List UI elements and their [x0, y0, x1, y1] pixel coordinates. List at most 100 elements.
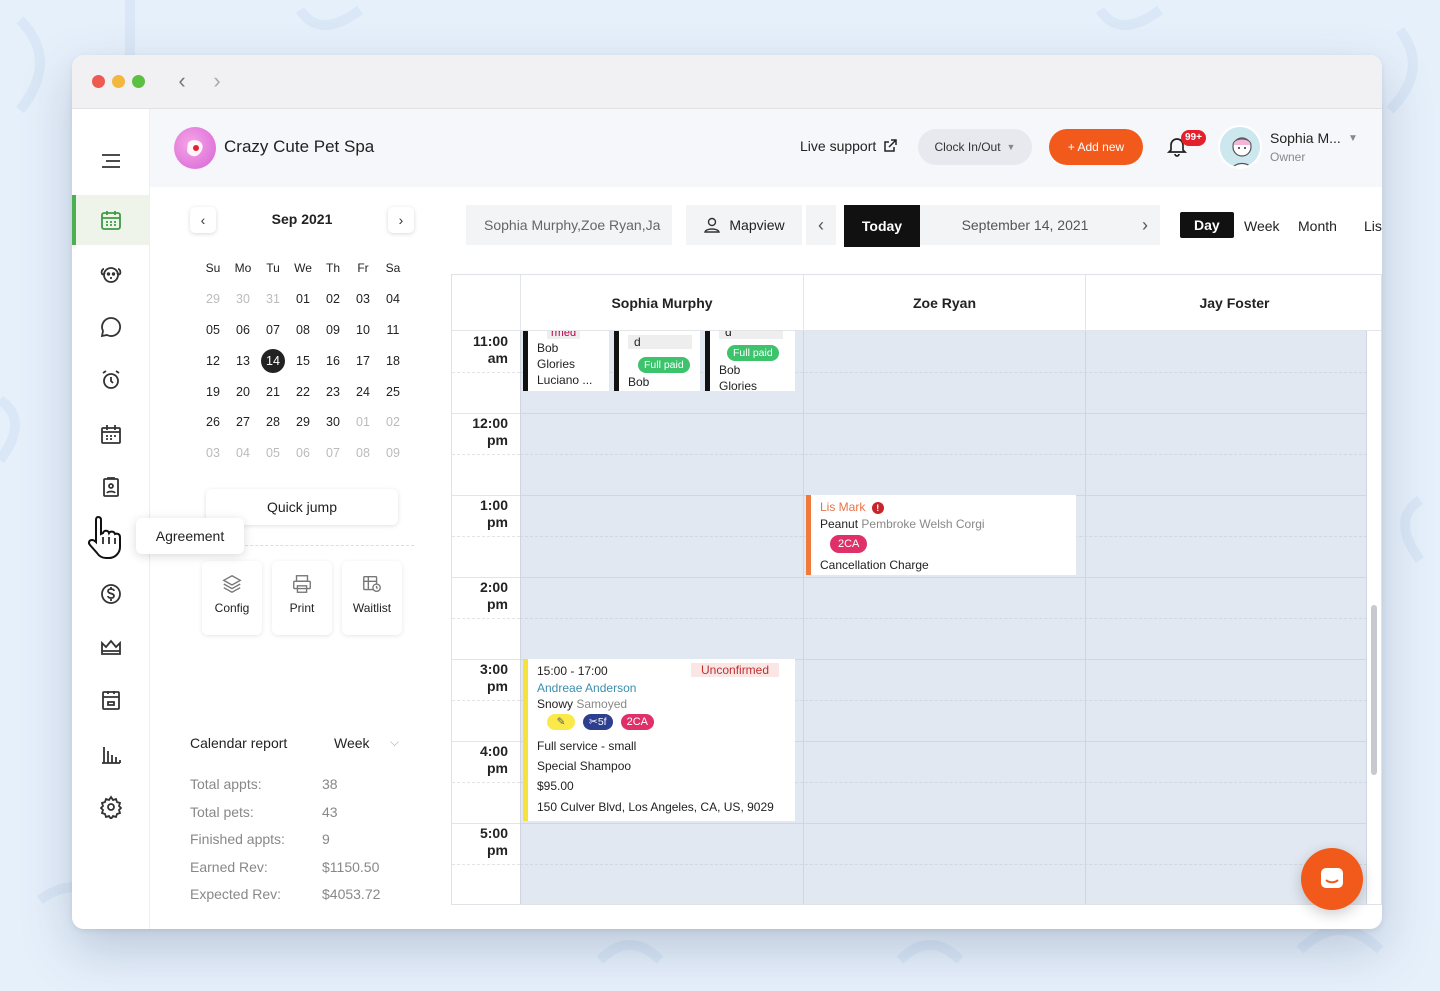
sidebar-item-schedule[interactable] [72, 409, 150, 459]
calendar-day[interactable]: 17 [356, 353, 370, 368]
calendar-day[interactable]: 19 [206, 384, 220, 399]
calendar-day[interactable]: 08 [356, 446, 370, 461]
calendar-day[interactable]: 14 [258, 348, 288, 373]
sidebar-item-reports[interactable] [72, 729, 150, 779]
calendar-day[interactable]: 29 [296, 415, 310, 430]
bell-icon[interactable] [1166, 135, 1188, 157]
sidebar-item-agreement[interactable] [72, 462, 150, 512]
calendar-day[interactable]: 02 [326, 292, 340, 307]
calendar-day[interactable]: 05 [266, 446, 280, 461]
calendar-grid[interactable]: rmed Bob Glories Luciano ... d Full paid… [520, 331, 1367, 904]
sidebar-item-calendar[interactable] [72, 195, 150, 245]
calendar-day[interactable]: 12 [206, 353, 220, 368]
calendar-day[interactable]: 27 [236, 415, 250, 430]
calendar-day[interactable]: 03 [206, 446, 220, 461]
appointment-pet: Glories [537, 357, 576, 371]
sidebar-item-membership[interactable] [72, 622, 150, 672]
calendar-day[interactable]: 07 [266, 322, 280, 337]
calendar-day[interactable]: 29 [206, 292, 220, 307]
tab-month[interactable]: Month [1298, 218, 1337, 234]
chevron-down-icon[interactable]: ⌵ [390, 735, 400, 749]
calendar-day[interactable]: 31 [266, 292, 280, 307]
calendar-day[interactable]: 04 [236, 446, 250, 461]
staff-select[interactable]: Sophia Murphy,Zoe Ryan,Ja [466, 205, 672, 245]
next-month-button[interactable]: › [388, 207, 414, 233]
calendar-day[interactable]: 08 [296, 322, 310, 337]
forward-arrow-icon[interactable]: › [213, 68, 221, 93]
calendar-day[interactable]: 26 [206, 415, 220, 430]
sidebar-item-settings[interactable] [72, 782, 150, 832]
calendar-day[interactable]: 05 [206, 322, 220, 337]
calendar-day[interactable]: 09 [386, 446, 400, 461]
tab-list[interactable]: Lis [1364, 218, 1382, 234]
waitlist-button[interactable]: Waitlist [342, 561, 402, 635]
user-menu-chevron-icon[interactable]: ▼ [1348, 133, 1358, 144]
calendar-day[interactable]: 03 [356, 292, 370, 307]
config-button[interactable]: Config [202, 561, 262, 635]
calendar-day[interactable]: 10 [356, 322, 370, 337]
sidebar-item-messages[interactable] [72, 302, 150, 352]
appointment-card[interactable]: d Full paid Bob Glories [705, 331, 795, 391]
calendar-day[interactable]: 09 [326, 322, 340, 337]
calendar-day[interactable]: 11 [386, 322, 400, 337]
staff-column-header: Jay Foster [1085, 275, 1381, 331]
calendar-day[interactable]: 30 [326, 415, 340, 430]
calendar-day[interactable]: 06 [236, 322, 250, 337]
report-period-select[interactable]: Week [334, 735, 370, 751]
calendar-day[interactable]: 28 [266, 415, 280, 430]
calendar-day[interactable]: 30 [236, 292, 250, 307]
print-button[interactable]: Print [272, 561, 332, 635]
sidebar-item-payments[interactable] [72, 569, 150, 619]
sidebar-item-pets[interactable] [72, 249, 150, 299]
appointment-pet: Snowy Samoyed [537, 697, 628, 711]
calendar-day[interactable]: 20 [236, 384, 250, 399]
calendar-day[interactable]: 13 [236, 353, 250, 368]
appointment-card[interactable]: d Full paid Bob [614, 331, 700, 391]
calendar-box-icon [102, 691, 120, 710]
calendar-day[interactable]: 25 [386, 384, 400, 399]
menu-icon[interactable] [72, 136, 150, 186]
tab-week[interactable]: Week [1244, 218, 1280, 234]
close-window-button[interactable] [92, 75, 105, 88]
calendar-day[interactable]: 22 [296, 384, 310, 399]
calendar-day[interactable]: 07 [326, 446, 340, 461]
time-label: 4:00 pm [479, 743, 508, 776]
user-role: Owner [1270, 150, 1306, 164]
appointment-card-lis-mark[interactable]: Lis Mark ! Peanut Pembroke Welsh Corgi 2… [806, 495, 1076, 575]
week-row: 29 30 31 01 02 03 04 [198, 284, 408, 315]
calendar-day[interactable]: 24 [356, 384, 370, 399]
avatar[interactable] [1218, 125, 1262, 169]
calendar-day[interactable]: 18 [386, 353, 400, 368]
appointment-card-andreae-anderson[interactable]: 15:00 - 17:00 Unconfirmed Andreae Anders… [523, 659, 795, 821]
calendar-day[interactable]: 04 [386, 292, 400, 307]
waitlist-icon [363, 575, 381, 593]
prev-day-button[interactable]: ‹ [806, 205, 836, 245]
back-arrow-icon[interactable]: ‹ [178, 68, 186, 93]
stat-label: Finished appts: [190, 831, 285, 848]
tab-day[interactable]: Day [1180, 212, 1234, 238]
prev-month-button[interactable]: ‹ [190, 207, 216, 233]
clock-in-out-button[interactable]: Clock In/Out ▼ [918, 129, 1032, 165]
maximize-window-button[interactable] [132, 75, 145, 88]
user-name[interactable]: Sophia M... [1270, 130, 1341, 146]
calendar-day[interactable]: 06 [296, 446, 310, 461]
calendar-toolbar: Sophia Murphy,Zoe Ryan,Ja Mapview ‹ Toda… [466, 205, 1382, 247]
calendar-day[interactable]: 02 [386, 415, 400, 430]
calendar-day[interactable]: 01 [296, 292, 310, 307]
mapview-button[interactable]: Mapview [686, 205, 802, 245]
live-support-link[interactable]: Live support [800, 138, 898, 154]
sidebar-item-reminders[interactable] [72, 355, 150, 405]
minimize-window-button[interactable] [112, 75, 125, 88]
next-day-button[interactable]: › [1130, 205, 1160, 245]
calendar-day[interactable]: 16 [326, 353, 340, 368]
calendar-day[interactable]: 21 [266, 384, 280, 399]
chat-widget-button[interactable] [1301, 848, 1363, 910]
calendar-day[interactable]: 01 [356, 415, 370, 430]
calendar-day[interactable]: 15 [296, 353, 310, 368]
today-button[interactable]: Today [844, 205, 920, 247]
add-new-button[interactable]: + Add new [1049, 129, 1143, 165]
calendar-day[interactable]: 23 [326, 384, 340, 399]
appointment-card[interactable]: rmed Bob Glories Luciano ... [523, 331, 609, 391]
sidebar-item-bookings[interactable] [72, 675, 150, 725]
calendar-scrollbar[interactable] [1371, 605, 1377, 775]
